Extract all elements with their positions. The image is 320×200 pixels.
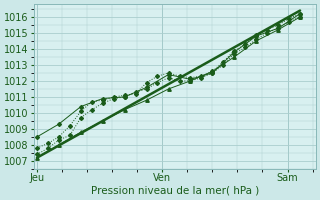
X-axis label: Pression niveau de la mer( hPa ): Pression niveau de la mer( hPa ) [91,186,259,196]
